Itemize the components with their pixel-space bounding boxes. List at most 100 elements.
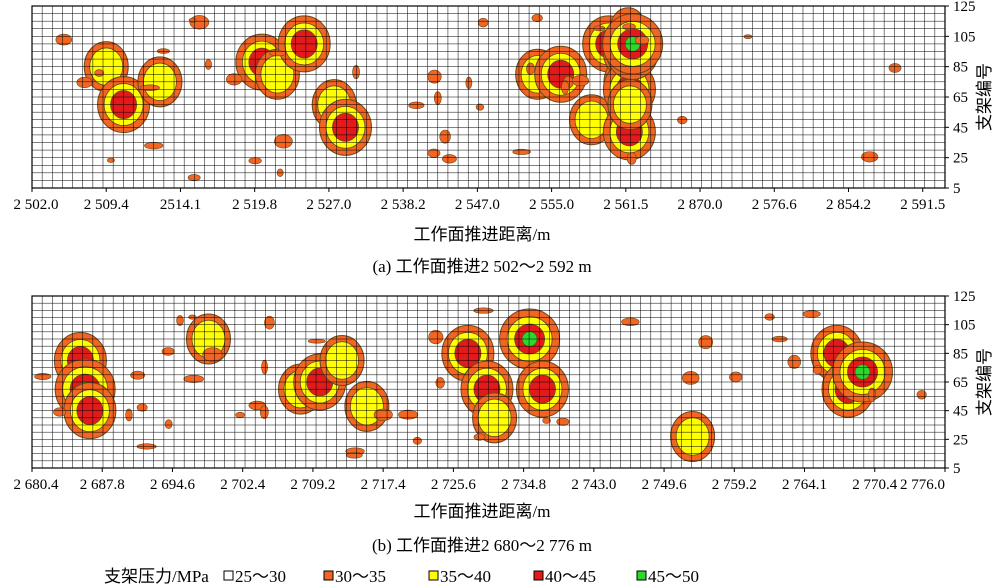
speck [622, 23, 636, 31]
x-tick-label: 2 519.8 [232, 197, 277, 213]
y-tick-label: 105 [953, 318, 976, 334]
speck [427, 69, 442, 84]
legend-items: 25～30 30～35 35～40 40～45 45～50 [223, 567, 699, 586]
y-tick-label: 45 [953, 404, 968, 420]
x-tick-label: 2514.1 [160, 197, 201, 213]
x-tick-label: 2 702.4 [220, 477, 266, 493]
speck [729, 371, 743, 383]
x-tick-label: 2 717.4 [361, 477, 407, 493]
x-tick-label: 2 509.4 [84, 197, 130, 213]
speck [226, 73, 243, 86]
speck [188, 17, 197, 23]
speck [439, 129, 451, 144]
speck [139, 84, 160, 91]
speck [264, 315, 275, 330]
speck [677, 116, 688, 125]
speck [916, 389, 927, 400]
speck [473, 307, 494, 314]
y-axis-title-b: 支架编号 [975, 348, 994, 416]
speck [76, 76, 93, 88]
speck [888, 63, 902, 73]
speck [261, 359, 268, 375]
x-tick-labels-a: 2 502.0 2 509.4 2514.1 2 519.8 2 527.0 2 538.… [14, 188, 945, 213]
speck [345, 452, 363, 459]
legend-item: 40～45 [533, 567, 596, 586]
x-tick-label: 2 561.5 [603, 197, 648, 213]
legend-swatch [636, 570, 647, 581]
speck [526, 62, 535, 76]
y-tick-labels-a: 125 105 85 65 45 25 5 [945, 0, 976, 197]
speck [531, 13, 543, 23]
speck [442, 154, 457, 164]
x-tick-label: 2 749.6 [642, 477, 688, 493]
speck [465, 76, 473, 89]
speck [743, 34, 753, 39]
x-tick-label: 2 680.4 [14, 477, 60, 493]
speck [593, 25, 606, 32]
x-tick-label: 2 770.4 [852, 477, 898, 493]
speck [764, 313, 775, 321]
speck [428, 330, 444, 345]
background-specks [34, 307, 927, 459]
speck [34, 373, 52, 380]
speck [634, 35, 650, 45]
speck [274, 134, 293, 149]
speck [473, 433, 486, 441]
speck [787, 354, 802, 369]
legend-label: 30～35 [335, 567, 386, 586]
y-tick-label: 45 [953, 120, 968, 136]
speck [157, 48, 170, 54]
speck [176, 315, 184, 326]
speck [204, 59, 212, 70]
speck [571, 75, 590, 87]
y-tick-label: 105 [953, 29, 976, 45]
legend-item: 30～35 [323, 567, 386, 586]
speck [94, 69, 105, 77]
x-tick-label: 2 527.0 [306, 197, 351, 213]
caption-a: (a) 工作面推进2 502～2 592 m [372, 257, 591, 276]
legend-swatch [223, 570, 234, 581]
speck [435, 377, 445, 389]
grid-b [32, 296, 945, 468]
speck [867, 387, 877, 403]
speck [130, 370, 146, 380]
speck [183, 374, 204, 383]
x-tick-label: 2 854.2 [826, 197, 871, 213]
legend-swatch [323, 570, 334, 581]
panel-a: 2 502.0 2 509.4 2514.1 2 519.8 2 527.0 2 538.… [14, 0, 995, 276]
y-tick-label: 25 [953, 432, 968, 448]
y-tick-label: 125 [953, 0, 976, 15]
y-tick-label: 65 [953, 375, 968, 391]
speck [107, 157, 115, 163]
y-tick-labels-b: 125 105 85 65 45 25 5 [945, 289, 976, 477]
y-tick-label: 125 [953, 289, 976, 305]
speck [235, 411, 245, 418]
speck [188, 314, 197, 320]
speck [55, 33, 73, 46]
speck [561, 79, 570, 95]
x-tick-label: 2 547.0 [455, 197, 500, 213]
x-tick-label: 2 555.0 [529, 197, 574, 213]
speck [681, 371, 700, 385]
x-tick-label: 2 687.8 [80, 477, 125, 493]
y-tick-label: 85 [953, 60, 968, 76]
speck [802, 310, 821, 318]
speck [812, 365, 823, 375]
speck [408, 101, 425, 110]
legend-swatch [428, 570, 439, 581]
speck [352, 65, 360, 80]
x-tick-label: 2 759.2 [712, 477, 757, 493]
x-tick-label: 2 502.0 [14, 197, 59, 213]
x-tick-label: 2 694.6 [150, 477, 196, 493]
speck [164, 419, 173, 429]
speck [475, 103, 485, 111]
panel-b: 2 680.4 2 687.8 2 694.6 2 702.4 2 709.2 2 717… [14, 289, 995, 555]
grid-a [32, 6, 945, 188]
x-tick-label: 2 764.1 [782, 477, 827, 493]
y-tick-label: 5 [953, 461, 961, 477]
legend-label: 40～45 [545, 567, 596, 586]
x-tick-label: 2 576.6 [752, 197, 798, 213]
hotspot [670, 410, 716, 462]
speck [626, 151, 637, 165]
